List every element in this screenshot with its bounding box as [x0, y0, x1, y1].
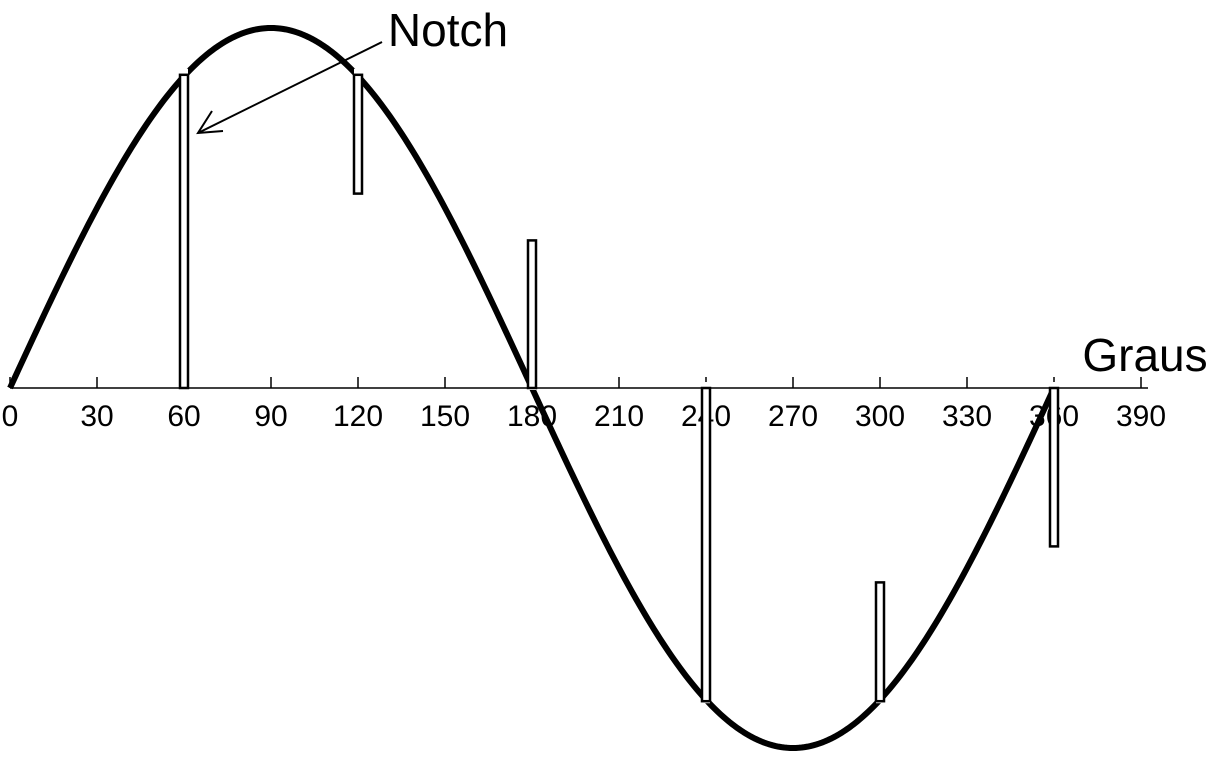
x-tick-label: 60 — [167, 400, 200, 433]
x-tick-label: 90 — [254, 400, 287, 433]
annotation-label: Notch — [388, 4, 508, 56]
x-axis-label: Graus — [1082, 329, 1207, 381]
notch-60 — [178, 73, 190, 390]
annotations: Notch — [196, 4, 508, 135]
x-tick-label: 0 — [2, 400, 19, 433]
x-tick-label: 150 — [420, 400, 470, 433]
x-tick-label: 120 — [333, 400, 383, 433]
notch-360 — [1048, 386, 1060, 548]
x-tick-label: 330 — [942, 400, 992, 433]
notch-180 — [526, 239, 538, 390]
x-tick-label: 210 — [594, 400, 644, 433]
x-tick-labels: 0306090120150180210240270300330360390 — [2, 400, 1166, 433]
notch-120 — [352, 73, 364, 195]
annotation-arrow-head — [196, 110, 224, 135]
x-tick-label: 300 — [855, 400, 905, 433]
x-tick-label: 270 — [768, 400, 818, 433]
annotation-arrow-line — [197, 41, 383, 134]
notch-240 — [700, 386, 712, 703]
notches — [178, 68, 1060, 704]
x-tick-label: 390 — [1116, 400, 1166, 433]
x-tick-label: 30 — [80, 400, 113, 433]
notch-300 — [874, 581, 886, 703]
